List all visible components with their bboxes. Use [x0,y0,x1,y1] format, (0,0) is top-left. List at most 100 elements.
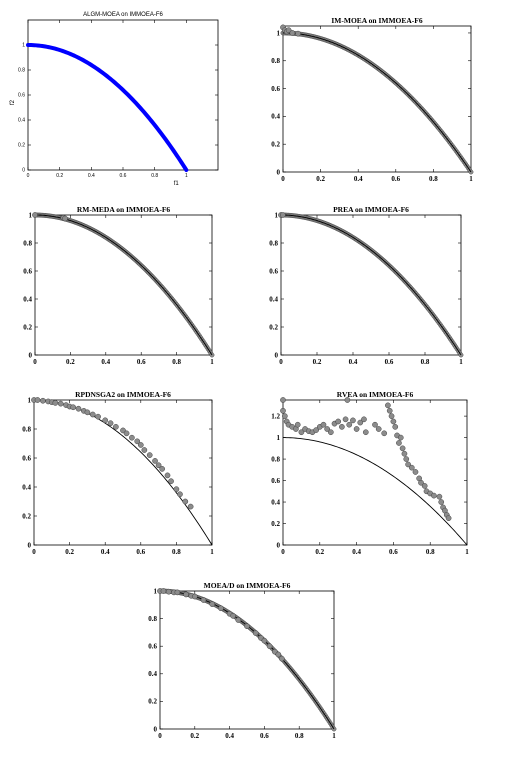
y-tick-label: 0.8 [22,425,31,433]
solution-point [177,491,183,498]
x-tick-label: 0.6 [260,732,269,740]
x-tick-label: 0.2 [56,173,63,179]
solution-point [344,397,351,403]
x-tick-label: 0.2 [315,548,324,556]
y-tick-label: 0.2 [23,323,32,331]
solution-point [278,655,285,662]
x-tick-label: 1 [332,732,336,740]
solution-point [89,411,96,418]
solution-point [350,417,356,424]
x-tick-label: 0 [279,358,283,366]
solution-point [182,498,189,505]
x-tick-label: 0.2 [316,175,325,183]
solution-point [294,421,301,428]
solution-point [295,30,301,37]
x-tick-label: 1 [465,548,469,556]
y-axis-label: f2 [10,99,16,105]
solution-point [160,588,167,594]
plot-frame [282,25,472,173]
x-tick-label: 1 [210,358,214,366]
y-tick-label: 1 [28,396,32,404]
x-tick-label: 0.8 [426,548,435,556]
y-tick-label: 0.4 [18,118,25,124]
y-tick-label: 0.8 [23,239,32,247]
solution-point [266,643,273,650]
x-tick-label: 0.4 [88,173,95,179]
solution-point [218,605,224,612]
solution-point [102,417,109,424]
x-tick-label: 0.6 [137,358,146,366]
solution-point [32,212,38,218]
solution-point [289,30,296,36]
solution-point [107,420,114,427]
solution-point [408,464,415,471]
solution-point [183,591,189,598]
x-axis-label: f1 [174,181,180,187]
solution-point [313,427,319,433]
solution-point [52,400,59,406]
chart-title: IM-MOEA on IMMOEA-F6 [331,16,422,25]
solution-point [346,421,353,428]
x-tick-label: 0 [27,173,30,179]
solution-point [159,466,166,472]
y-tick-label: 0.4 [22,483,31,491]
solution-point [403,456,410,462]
x-tick-label: 0.4 [352,548,361,556]
x-tick-label: 0.8 [295,732,304,740]
y-tick-label: 0.8 [271,455,280,463]
pareto-front-line [282,32,472,173]
solution-point [75,405,82,412]
x-tick-label: 0.6 [385,358,394,366]
y-tick-label: 0.2 [148,698,157,706]
solution-point [392,424,399,430]
solution-point [129,434,135,441]
solution-point [285,27,292,34]
solution-point [436,493,443,500]
solution-point [438,499,445,505]
solution-point [191,593,198,600]
pareto-front-line [280,214,462,356]
solution-point [421,483,428,489]
solution-point [445,515,452,521]
y-tick-label: 0.6 [148,643,157,651]
y-tick-label: 1 [275,211,279,219]
y-tick-label: 0.2 [271,520,280,528]
chart-title: RVEA on IMMOEA-F6 [337,390,414,399]
solution-point [335,418,342,425]
solution-point [399,445,406,452]
x-tick-label: 1 [459,358,463,366]
solution-point [200,597,207,603]
y-tick-label: 0.6 [23,267,32,275]
y-tick-label: 0.6 [18,93,25,99]
plot-frame [34,214,213,356]
x-tick-label: 0 [281,175,285,183]
solution-point [141,447,148,453]
solution-set-blue [26,43,189,172]
solution-point [113,423,119,430]
solution-point [357,419,364,426]
x-tick-label: 0.8 [151,173,158,179]
x-tick-label: 1 [469,175,473,183]
pareto-front-line [33,399,213,546]
x-tick-label: 0.8 [421,358,430,366]
solution-point [401,450,408,457]
solution-point [342,416,349,423]
plot-frame [280,214,462,356]
x-tick-label: 0.4 [101,548,110,556]
panel-im-moea: IM-MOEA on IMMOEA-F6 0 0.2 0.4 0.6 0.8 1 0 0.2 0.… [271,16,474,183]
y-tick-label: 1 [154,587,158,595]
solution-point [324,426,331,432]
panel-prea: PREA on IMMOEA-F6 0 0.2 0.4 0.6 0.8 1 0 0.2 0.4 0.… [269,205,464,366]
y-tick-label: 0.4 [269,295,278,303]
solution-point [388,413,395,419]
solution-point [385,402,391,409]
y-tick-label: 1 [277,29,281,37]
solution-point [235,617,242,623]
chart-title: ALGM-MOEA on IMMOEA-F6 [83,12,163,18]
y-tick-label: 1 [29,211,33,219]
x-tick-label: 0.4 [349,358,358,366]
solution-point [95,413,101,420]
solution-point [372,421,378,428]
solution-point [152,458,158,464]
y-tick-label: 1.2 [271,412,280,420]
